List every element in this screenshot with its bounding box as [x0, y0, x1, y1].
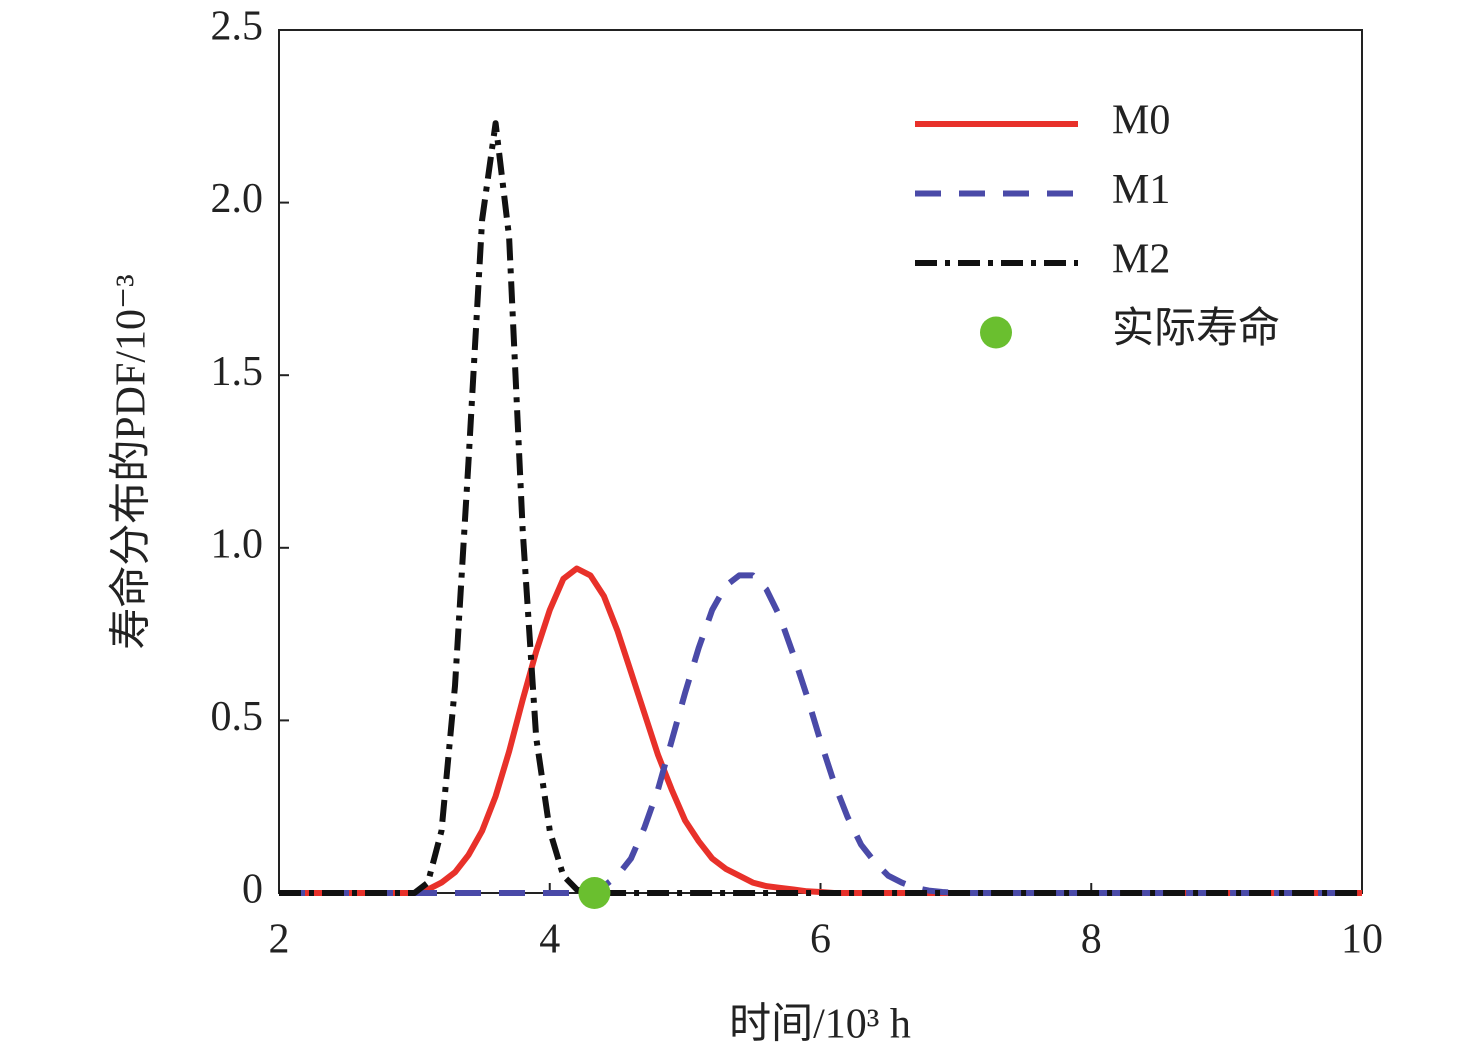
series-line: [279, 572, 1362, 896]
y-axis-label: 寿命分布的PDF/10⁻³: [108, 274, 155, 649]
plot-frame: [278, 29, 1363, 894]
legend-label: M2: [1112, 237, 1170, 283]
legend-label: M0: [1112, 98, 1170, 144]
x-tick-label: 2: [269, 917, 290, 963]
series-line: [279, 120, 1362, 896]
x-axis-label: 时间/10³ h: [729, 1002, 911, 1048]
y-tick-label: 2.5: [211, 4, 264, 50]
y-tick-label: 2.0: [211, 176, 264, 222]
legend-label: M1: [1112, 167, 1170, 213]
y-tick-label: 0.5: [211, 694, 264, 740]
x-tick-label: 10: [1341, 917, 1383, 963]
x-tick-label: 8: [1081, 917, 1102, 963]
legend-label: 实际寿命: [1112, 305, 1280, 352]
x-tick-label: 6: [810, 917, 831, 963]
y-tick-label: 1.5: [211, 349, 264, 395]
legend-marker: [980, 316, 1012, 349]
y-tick-label: 1.0: [211, 521, 264, 567]
y-tick-label: 0: [242, 867, 263, 913]
x-tick-label: 4: [539, 917, 560, 963]
point-marker: [578, 877, 611, 909]
